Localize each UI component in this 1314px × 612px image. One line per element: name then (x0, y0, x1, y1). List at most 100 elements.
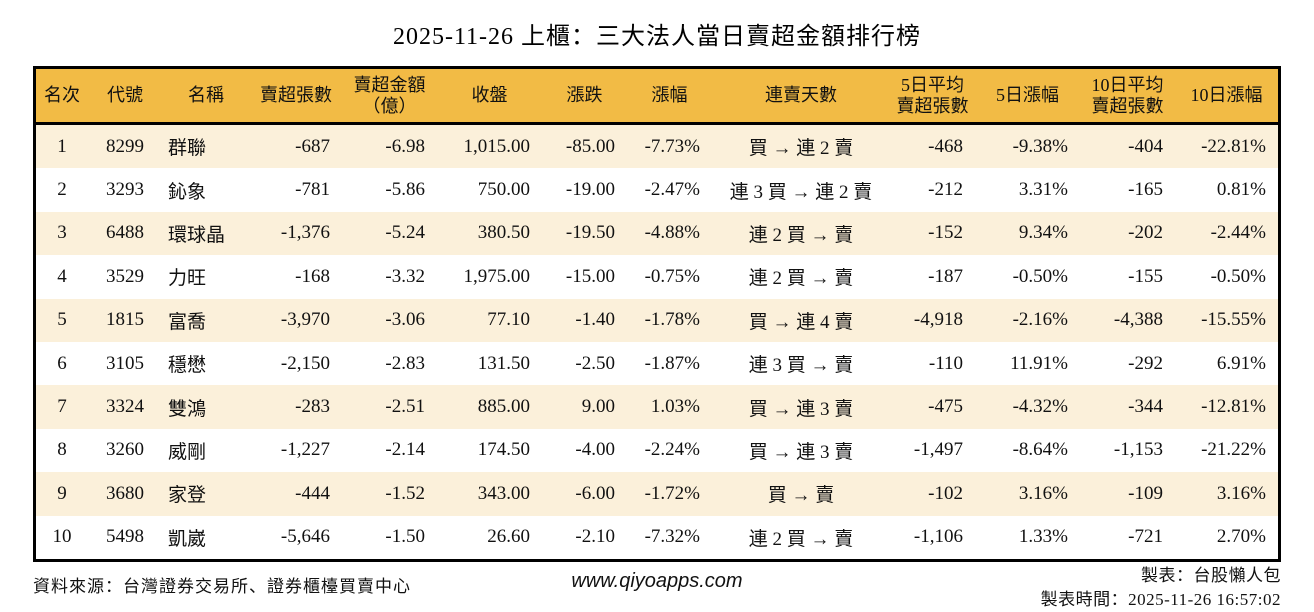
cell-pct10: -2.44% (1210, 222, 1266, 244)
cell-name: 雙鴻 (168, 398, 207, 420)
cell-sell_amount: -5.24 (385, 222, 425, 244)
table-row: 10 5498 凱崴 -5,646 -1.50 26.60 -2.10 -7.32% 連 2 買… (36, 515, 1278, 559)
ranking-table: 名次 代號 名稱 賣超張數 賣超金額 （億） 收盤 漲跌 漲幅 連賣天數 5日平均 賣超張數 5日漲… (33, 66, 1281, 562)
cell-close: 750.00 (477, 179, 530, 201)
cell-change: 9.00 (581, 396, 615, 418)
cell-close: 343.00 (477, 482, 530, 504)
cell-close: 885.00 (477, 396, 530, 418)
cell-close: 77.10 (487, 309, 530, 331)
table-row: 3 6488 環球晶 -1,376 -5.24 380.50 -19.50 -4.88% 連 2… (36, 211, 1278, 256)
cell-close: 174.50 (477, 439, 530, 461)
cell-change_pct: -1.87% (644, 352, 700, 374)
cell-close: 380.50 (477, 222, 530, 244)
cell-pct10: -0.50% (1210, 265, 1266, 287)
cell-avg10: -4,388 (1113, 309, 1163, 331)
cell-pct5: 9.34% (1018, 222, 1068, 244)
cell-avg10: -155 (1128, 265, 1163, 287)
cell-rank: 2 (57, 179, 67, 201)
cell-sell_amount: -6.98 (385, 135, 425, 157)
column-header-change_pct: 漲幅 (651, 85, 688, 106)
cell-sell_volume: -1,227 (280, 439, 330, 461)
column-header-avg5: 5日平均 賣超張數 (896, 75, 969, 116)
cell-code: 3260 (106, 439, 144, 461)
cell-change_pct: -2.24% (644, 439, 700, 461)
generated-timestamp: 製表時間：2025-11-26 16:57:02 (1040, 590, 1281, 610)
credits-block: 製表：台股懶人包 製表時間：2025-11-26 16:57:02 (1041, 564, 1281, 612)
cell-code: 5498 (106, 526, 144, 548)
cell-avg5: -102 (928, 482, 963, 504)
cell-change_pct: 1.03% (650, 396, 700, 418)
cell-code: 3680 (106, 482, 144, 504)
cell-name: 環球晶 (168, 224, 226, 246)
cell-avg5: -110 (928, 352, 963, 374)
page-title: 2025-11-26 上櫃：三大法人當日賣超金額排行榜 (392, 24, 922, 50)
cell-code: 3105 (106, 352, 144, 374)
cell-streak: 連 2 買 → 賣 (748, 528, 854, 550)
cell-close: 1,015.00 (463, 135, 531, 157)
cell-streak: 買 → 賣 (767, 485, 835, 507)
cell-change: -2.50 (575, 352, 615, 374)
cell-code: 1815 (106, 309, 144, 331)
cell-sell_amount: -1.50 (385, 526, 425, 548)
cell-change: -2.10 (575, 526, 615, 548)
cell-sell_amount: -1.52 (385, 482, 425, 504)
cell-sell_amount: -5.86 (385, 179, 425, 201)
cell-close: 26.60 (487, 526, 530, 548)
cell-name: 家登 (168, 485, 207, 507)
table-row: 9 3680 家登 -444 -1.52 343.00 -6.00 -1.72% 買 → 賣 -1… (36, 472, 1278, 516)
column-header-sell_volume: 賣超張數 (260, 85, 332, 106)
cell-pct10: -15.55% (1201, 309, 1266, 331)
cell-sell_amount: -3.06 (385, 309, 425, 331)
cell-streak: 買 → 連 3 賣 (748, 441, 854, 463)
cell-change_pct: -1.78% (644, 309, 700, 331)
cell-name: 鈊象 (168, 181, 207, 203)
cell-streak: 連 3 買 → 連 2 賣 (729, 181, 873, 203)
cell-pct5: -9.38% (1012, 135, 1068, 157)
cell-rank: 9 (57, 482, 67, 504)
cell-sell_volume: -5,646 (280, 526, 330, 548)
cell-code: 6488 (106, 222, 144, 244)
cell-sell_volume: -444 (295, 482, 330, 504)
cell-pct5: -4.32% (1012, 396, 1068, 418)
cell-pct5: 1.33% (1018, 526, 1068, 548)
column-header-code: 代號 (107, 85, 143, 106)
column-header-sell_amount: 賣超金額 （億） (353, 75, 426, 116)
cell-pct10: -12.81% (1201, 396, 1266, 418)
column-header-avg10: 10日平均 賣超張數 (1091, 75, 1164, 116)
cell-avg5: -4,918 (913, 309, 963, 331)
cell-pct10: -22.81% (1201, 135, 1266, 157)
cell-rank: 7 (57, 396, 67, 418)
table-row: 4 3529 力旺 -168 -3.32 1,975.00 -15.00 -0.75% 連 2 … (36, 255, 1278, 299)
column-header-change: 漲跌 (566, 85, 603, 106)
table-row: 6 3105 穩懋 -2,150 -2.83 131.50 -2.50 -1.87% 連 3 買… (36, 341, 1278, 386)
column-header-name: 名稱 (188, 85, 224, 106)
cell-sell_amount: -2.83 (385, 352, 425, 374)
cell-name: 富喬 (168, 311, 207, 333)
cell-sell_volume: -3,970 (280, 309, 330, 331)
data-source-note: 資料來源：台灣證券交易所、證券櫃檯買賣中心 (33, 577, 411, 596)
cell-avg5: -152 (928, 222, 963, 244)
cell-avg10: -165 (1128, 179, 1163, 201)
cell-avg5: -187 (928, 265, 963, 287)
cell-change: -1.40 (575, 309, 615, 331)
cell-change: -19.00 (565, 179, 615, 201)
cell-change_pct: -4.88% (644, 222, 700, 244)
cell-streak: 買 → 連 3 賣 (748, 398, 854, 420)
cell-name: 凱崴 (168, 528, 207, 550)
table-row: 1 8299 群聯 -687 -6.98 1,015.00 -85.00 -7.73% 買 → … (36, 125, 1278, 169)
cell-code: 8299 (106, 135, 144, 157)
cell-streak: 買 → 連 4 賣 (748, 311, 854, 333)
cell-close: 1,975.00 (463, 265, 531, 287)
cell-rank: 6 (57, 352, 67, 374)
website-text: www.qiyoapps.com (571, 570, 743, 592)
cell-pct10: 3.16% (1216, 482, 1266, 504)
cell-avg10: -109 (1128, 482, 1163, 504)
cell-rank: 1 (57, 135, 67, 157)
cell-pct5: 3.16% (1018, 482, 1068, 504)
cell-code: 3324 (106, 396, 144, 418)
cell-avg10: -202 (1128, 222, 1163, 244)
cell-sell_volume: -168 (295, 265, 330, 287)
cell-streak: 連 3 買 → 賣 (748, 355, 854, 377)
cell-pct10: 2.70% (1216, 526, 1266, 548)
